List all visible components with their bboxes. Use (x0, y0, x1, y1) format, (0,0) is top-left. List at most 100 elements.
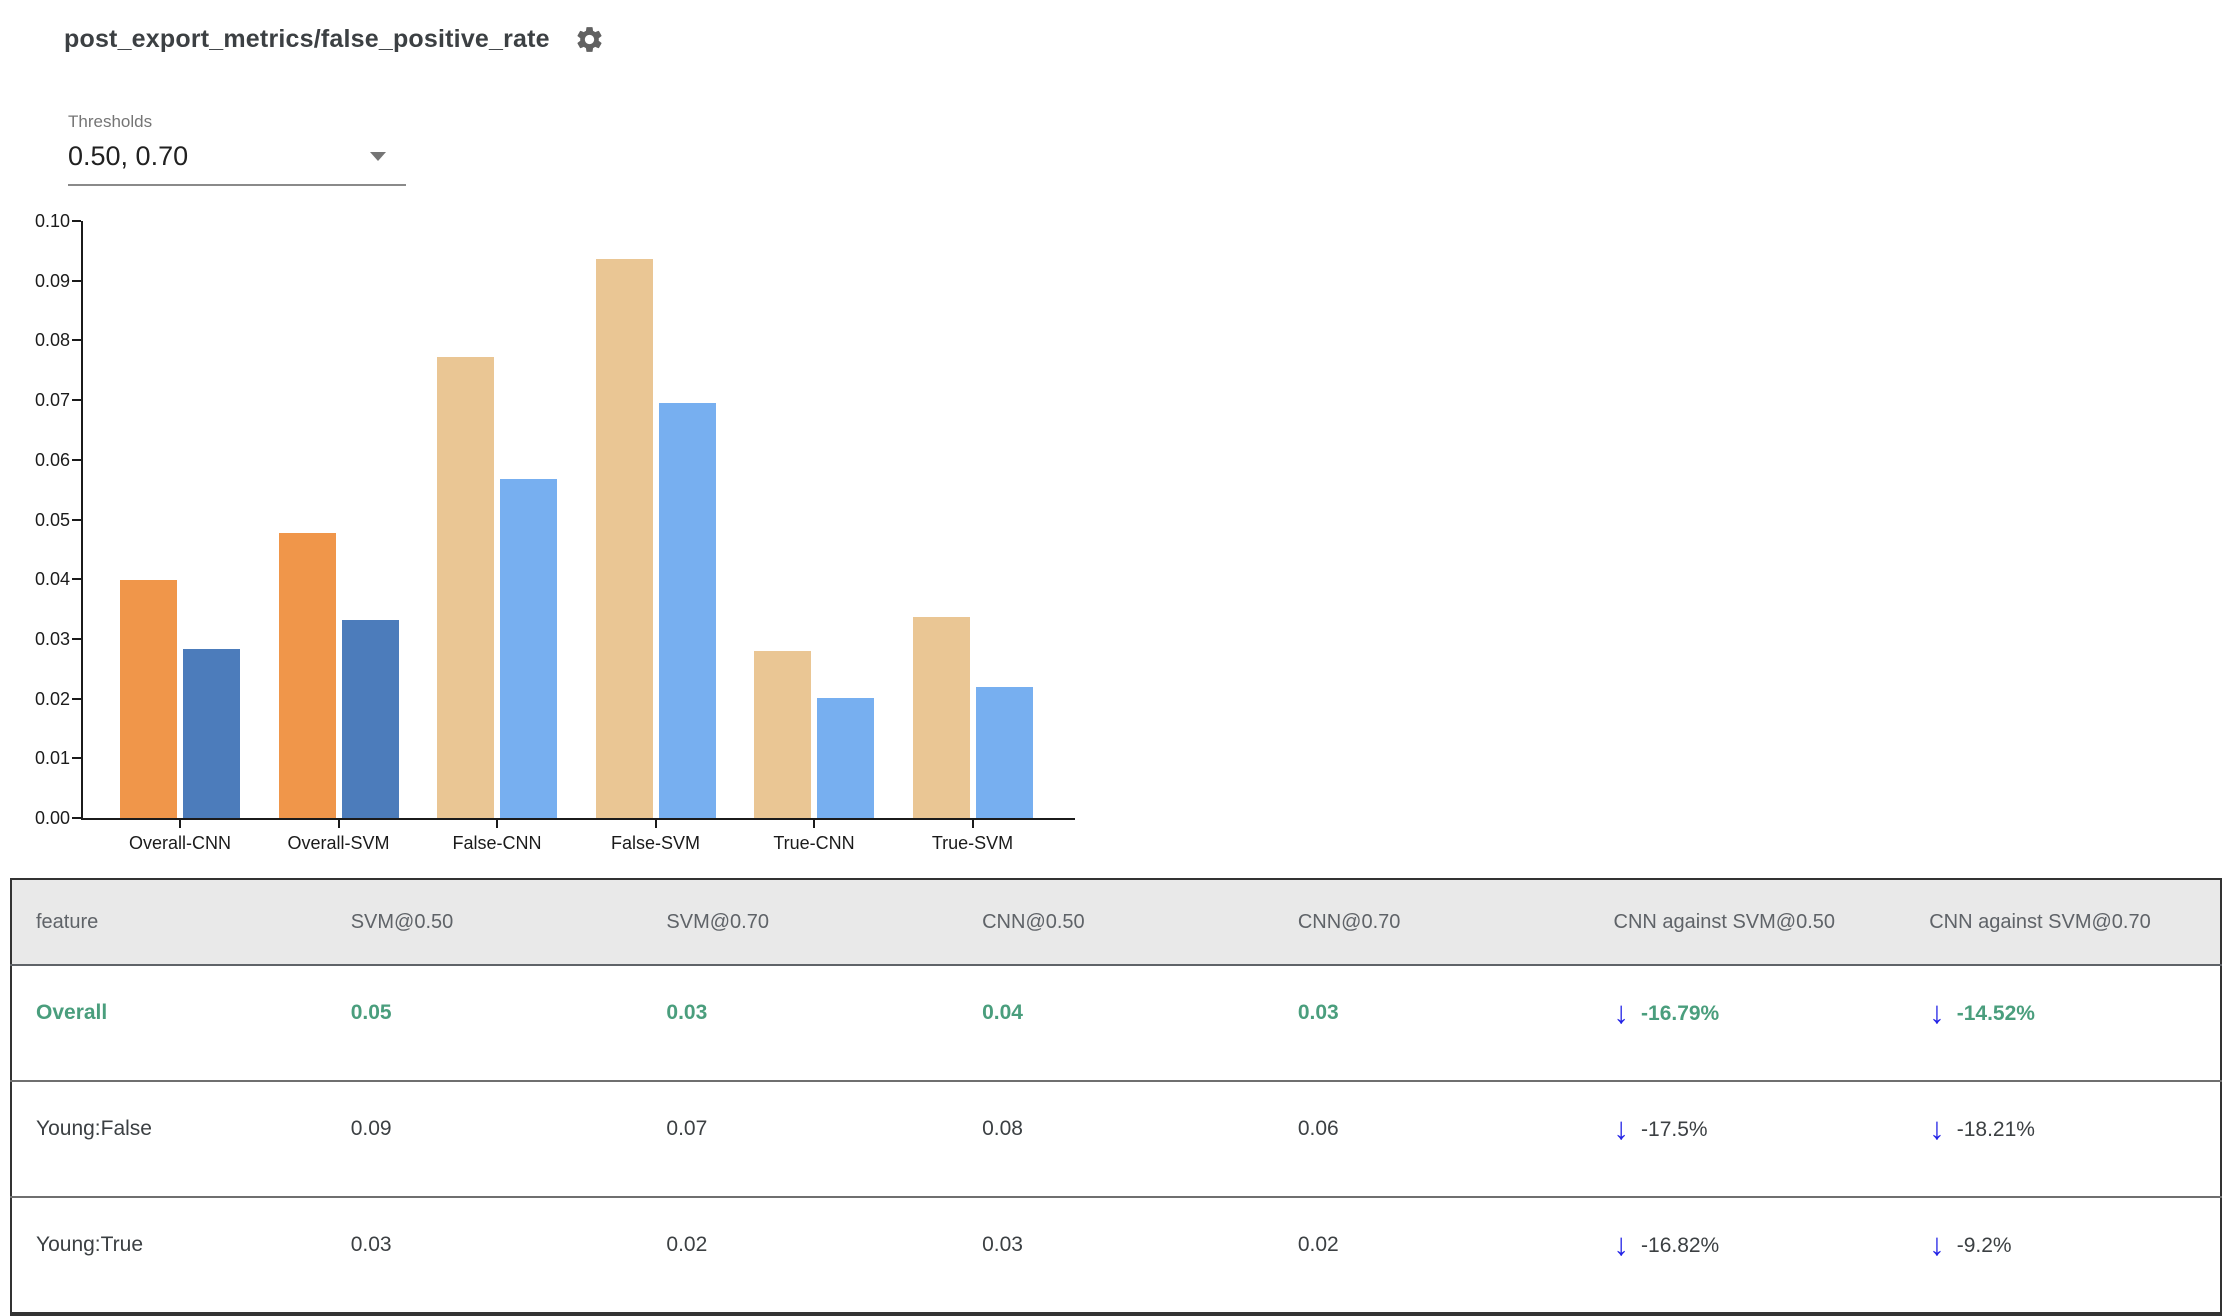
x-axis-category-label: False-SVM (610, 833, 700, 853)
feature-cell: Overall (36, 1001, 108, 1024)
metrics-table-container: feature SVM@0.50 SVM@0.70 CNN@0.50 CNN@0.70 C… (10, 878, 2222, 1316)
y-axis-tick (72, 279, 81, 282)
y-axis-tick (72, 817, 81, 819)
bar-False-SVM-threshold@0.50[interactable] (595, 258, 653, 818)
bar-Overall-CNN-threshold@0.70[interactable] (183, 649, 240, 818)
y-axis-tick-label: 0.08 (34, 330, 70, 351)
comparison-percentage: -14.52% (1956, 1002, 2035, 1025)
bar-False-SVM-threshold@0.70[interactable] (658, 403, 716, 818)
x-axis-tick (179, 818, 181, 828)
y-axis-tick-label: 0.05 (34, 509, 70, 530)
x-axis-tick (813, 818, 815, 828)
feature-cell: Young:True (36, 1233, 144, 1256)
bar-True-SVM-threshold@0.50[interactable] (912, 616, 970, 818)
bar-Overall-CNN-threshold@0.50[interactable] (120, 580, 177, 818)
feature-cell: Young:False (36, 1117, 152, 1140)
x-axis-category-label: False-CNN (452, 833, 542, 853)
y-axis-line (81, 221, 83, 820)
table-header-row: feature SVM@0.50 SVM@0.70 CNN@0.50 CNN@0.70 C… (11, 879, 2221, 966)
bar-True-CNN-threshold@0.70[interactable] (817, 698, 874, 818)
chevron-down-icon[interactable] (370, 152, 386, 161)
metric-value-cell: 0.02 (1297, 1233, 1339, 1256)
metric-value-cell: 0.08 (982, 1117, 1023, 1140)
column-header-5: CNN against SVM@0.50 (1589, 879, 1906, 966)
column-header-0: feature (11, 879, 327, 966)
metric-value-cell: 0.03 (1297, 1001, 1339, 1024)
comparison-percentage: -9.2% (1956, 1234, 2012, 1257)
metric-header: post_export_metrics/false_positive_rate (64, 24, 605, 55)
arrow-down-icon: ↓ (1929, 1111, 1945, 1146)
metric-value-cell: 0.03 (350, 1233, 392, 1256)
comparison-cell: ↓ -17.5% (1590, 1081, 1906, 1197)
x-axis-category-label: True-SVM (931, 833, 1014, 853)
thresholds-label: Thresholds (68, 112, 153, 131)
x-axis-tick (971, 818, 974, 828)
y-axis-tick-label: 0.09 (34, 270, 70, 291)
bar-Overall-SVM-threshold@0.50[interactable] (278, 532, 336, 818)
bar-Overall-SVM-threshold@0.70[interactable] (341, 619, 399, 818)
x-axis-tick (496, 818, 498, 828)
bar-True-SVM-threshold@0.70[interactable] (975, 686, 1033, 818)
comparison-cell: ↓ -14.52% (1905, 965, 2221, 1081)
column-header-2: SVM@0.70 (642, 879, 959, 966)
bar-False-CNN-threshold@0.70[interactable] (500, 478, 557, 818)
bar-False-CNN-threshold@0.50[interactable] (437, 356, 494, 818)
table-row-Overall[interactable]: Overall 0.05 0.03 0.04 0.03 ↓ -16.79% ↓ -14.52% (11, 965, 2221, 1081)
table-row-Young:False[interactable]: Young:False 0.09 0.07 0.08 0.06 ↓ -17.5% ↓ -18.2… (11, 1081, 2221, 1197)
y-axis-tick-label: 0.01 (34, 748, 70, 769)
y-axis-tick (72, 220, 81, 222)
y-axis-tick-label: 0.04 (34, 569, 70, 590)
y-axis-tick-label: 0.03 (34, 628, 70, 649)
comparison-cell: ↓ -16.79% (1590, 965, 1906, 1081)
y-axis-tick (72, 518, 81, 521)
thresholds-select[interactable]: Thresholds 0.50, 0.70 (68, 112, 406, 186)
metrics-table: feature SVM@0.50 SVM@0.70 CNN@0.50 CNN@0.70 C… (10, 878, 2222, 1316)
arrow-down-icon: ↓ (1613, 1111, 1630, 1146)
x-axis-category-label: True-CNN (773, 833, 855, 853)
metric-value-cell: 0.05 (350, 1001, 392, 1024)
column-header-4: CNN@0.70 (1273, 879, 1590, 966)
metric-value-cell: 0.09 (350, 1117, 392, 1140)
arrow-down-icon: ↓ (1929, 995, 1945, 1030)
y-axis-tick-label: 0.07 (34, 390, 70, 411)
column-header-3: CNN@0.50 (958, 879, 1274, 966)
x-axis-line (81, 818, 1075, 820)
comparison-percentage: -16.79% (1641, 1002, 1720, 1025)
comparison-percentage: -17.5% (1641, 1118, 1708, 1141)
y-axis-tick (72, 578, 81, 581)
x-axis-tick (337, 818, 340, 828)
arrow-down-icon: ↓ (1613, 1227, 1630, 1262)
x-axis-category-label: Overall-CNN (128, 833, 231, 853)
settings-gear-icon[interactable] (574, 24, 605, 55)
metric-value-cell: 0.04 (982, 1001, 1023, 1024)
arrow-down-icon: ↓ (1613, 995, 1630, 1030)
y-axis-tick-label: 0.06 (34, 449, 70, 470)
metric-value-cell: 0.07 (666, 1117, 708, 1140)
column-header-1: SVM@0.50 (326, 879, 643, 966)
metric-value-cell: 0.03 (666, 1001, 708, 1024)
page-title: post_export_metrics/false_positive_rate (64, 25, 550, 53)
metric-value-cell: 0.03 (982, 1233, 1023, 1256)
metric-value-cell: 0.02 (666, 1233, 708, 1256)
y-axis-tick (72, 399, 81, 402)
comparison-percentage: -18.21% (1956, 1118, 2035, 1141)
y-axis-tick (72, 458, 81, 461)
y-axis-tick (72, 697, 81, 700)
bar-True-CNN-threshold@0.50[interactable] (754, 651, 811, 818)
x-axis-category-label: Overall-SVM (287, 833, 390, 853)
y-axis-tick-label: 0.02 (34, 688, 70, 709)
false-positive-rate-bar-chart: 0.00 0.01 0.02 0.03 0.04 0.05 0.06 0.07 0.08 0.09… (0, 210, 1140, 910)
y-axis-tick-label: 0.10 (34, 211, 70, 231)
y-axis-tick (72, 757, 81, 760)
x-axis-tick (654, 818, 657, 828)
table-row-Young:True[interactable]: Young:True 0.03 0.02 0.03 0.02 ↓ -16.82% ↓ -9.2% (11, 1197, 2221, 1314)
comparison-percentage: -16.82% (1641, 1234, 1720, 1257)
arrow-down-icon: ↓ (1929, 1227, 1945, 1262)
column-header-6: CNN against SVM@0.70 (1905, 879, 2221, 966)
metric-value-cell: 0.06 (1297, 1117, 1339, 1140)
y-axis-tick (72, 637, 81, 640)
y-axis-tick-label: 0.00 (34, 808, 70, 828)
comparison-cell: ↓ -18.21% (1905, 1081, 2221, 1197)
comparison-cell: ↓ -9.2% (1905, 1197, 2221, 1314)
thresholds-value: 0.50, 0.70 (68, 141, 189, 171)
